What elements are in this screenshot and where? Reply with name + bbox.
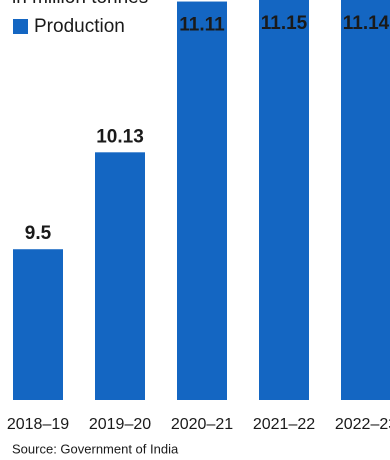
x-tick-label: 2022–23	[335, 416, 390, 433]
source-note: Source: Government of India	[12, 441, 179, 456]
value-label: 10.13	[96, 126, 144, 147]
legend-swatch	[13, 19, 28, 34]
value-label: 11.11	[179, 15, 225, 36]
bar	[259, 0, 309, 401]
value-label: 9.5	[25, 223, 52, 244]
x-tick-label: 2018–19	[7, 416, 69, 433]
x-tick-label: 2020–21	[171, 416, 233, 433]
value-label: 11.14	[343, 13, 390, 34]
legend-label: Production	[34, 16, 125, 37]
bar	[341, 0, 390, 401]
x-tick-label: 2021–22	[253, 416, 315, 433]
bar	[177, 1, 227, 401]
bar	[13, 249, 63, 400]
chart-subtitle: in million tonnes	[12, 0, 148, 8]
bar	[95, 152, 145, 400]
value-label: 11.15	[261, 13, 308, 34]
x-tick-label: 2019–20	[89, 416, 151, 433]
